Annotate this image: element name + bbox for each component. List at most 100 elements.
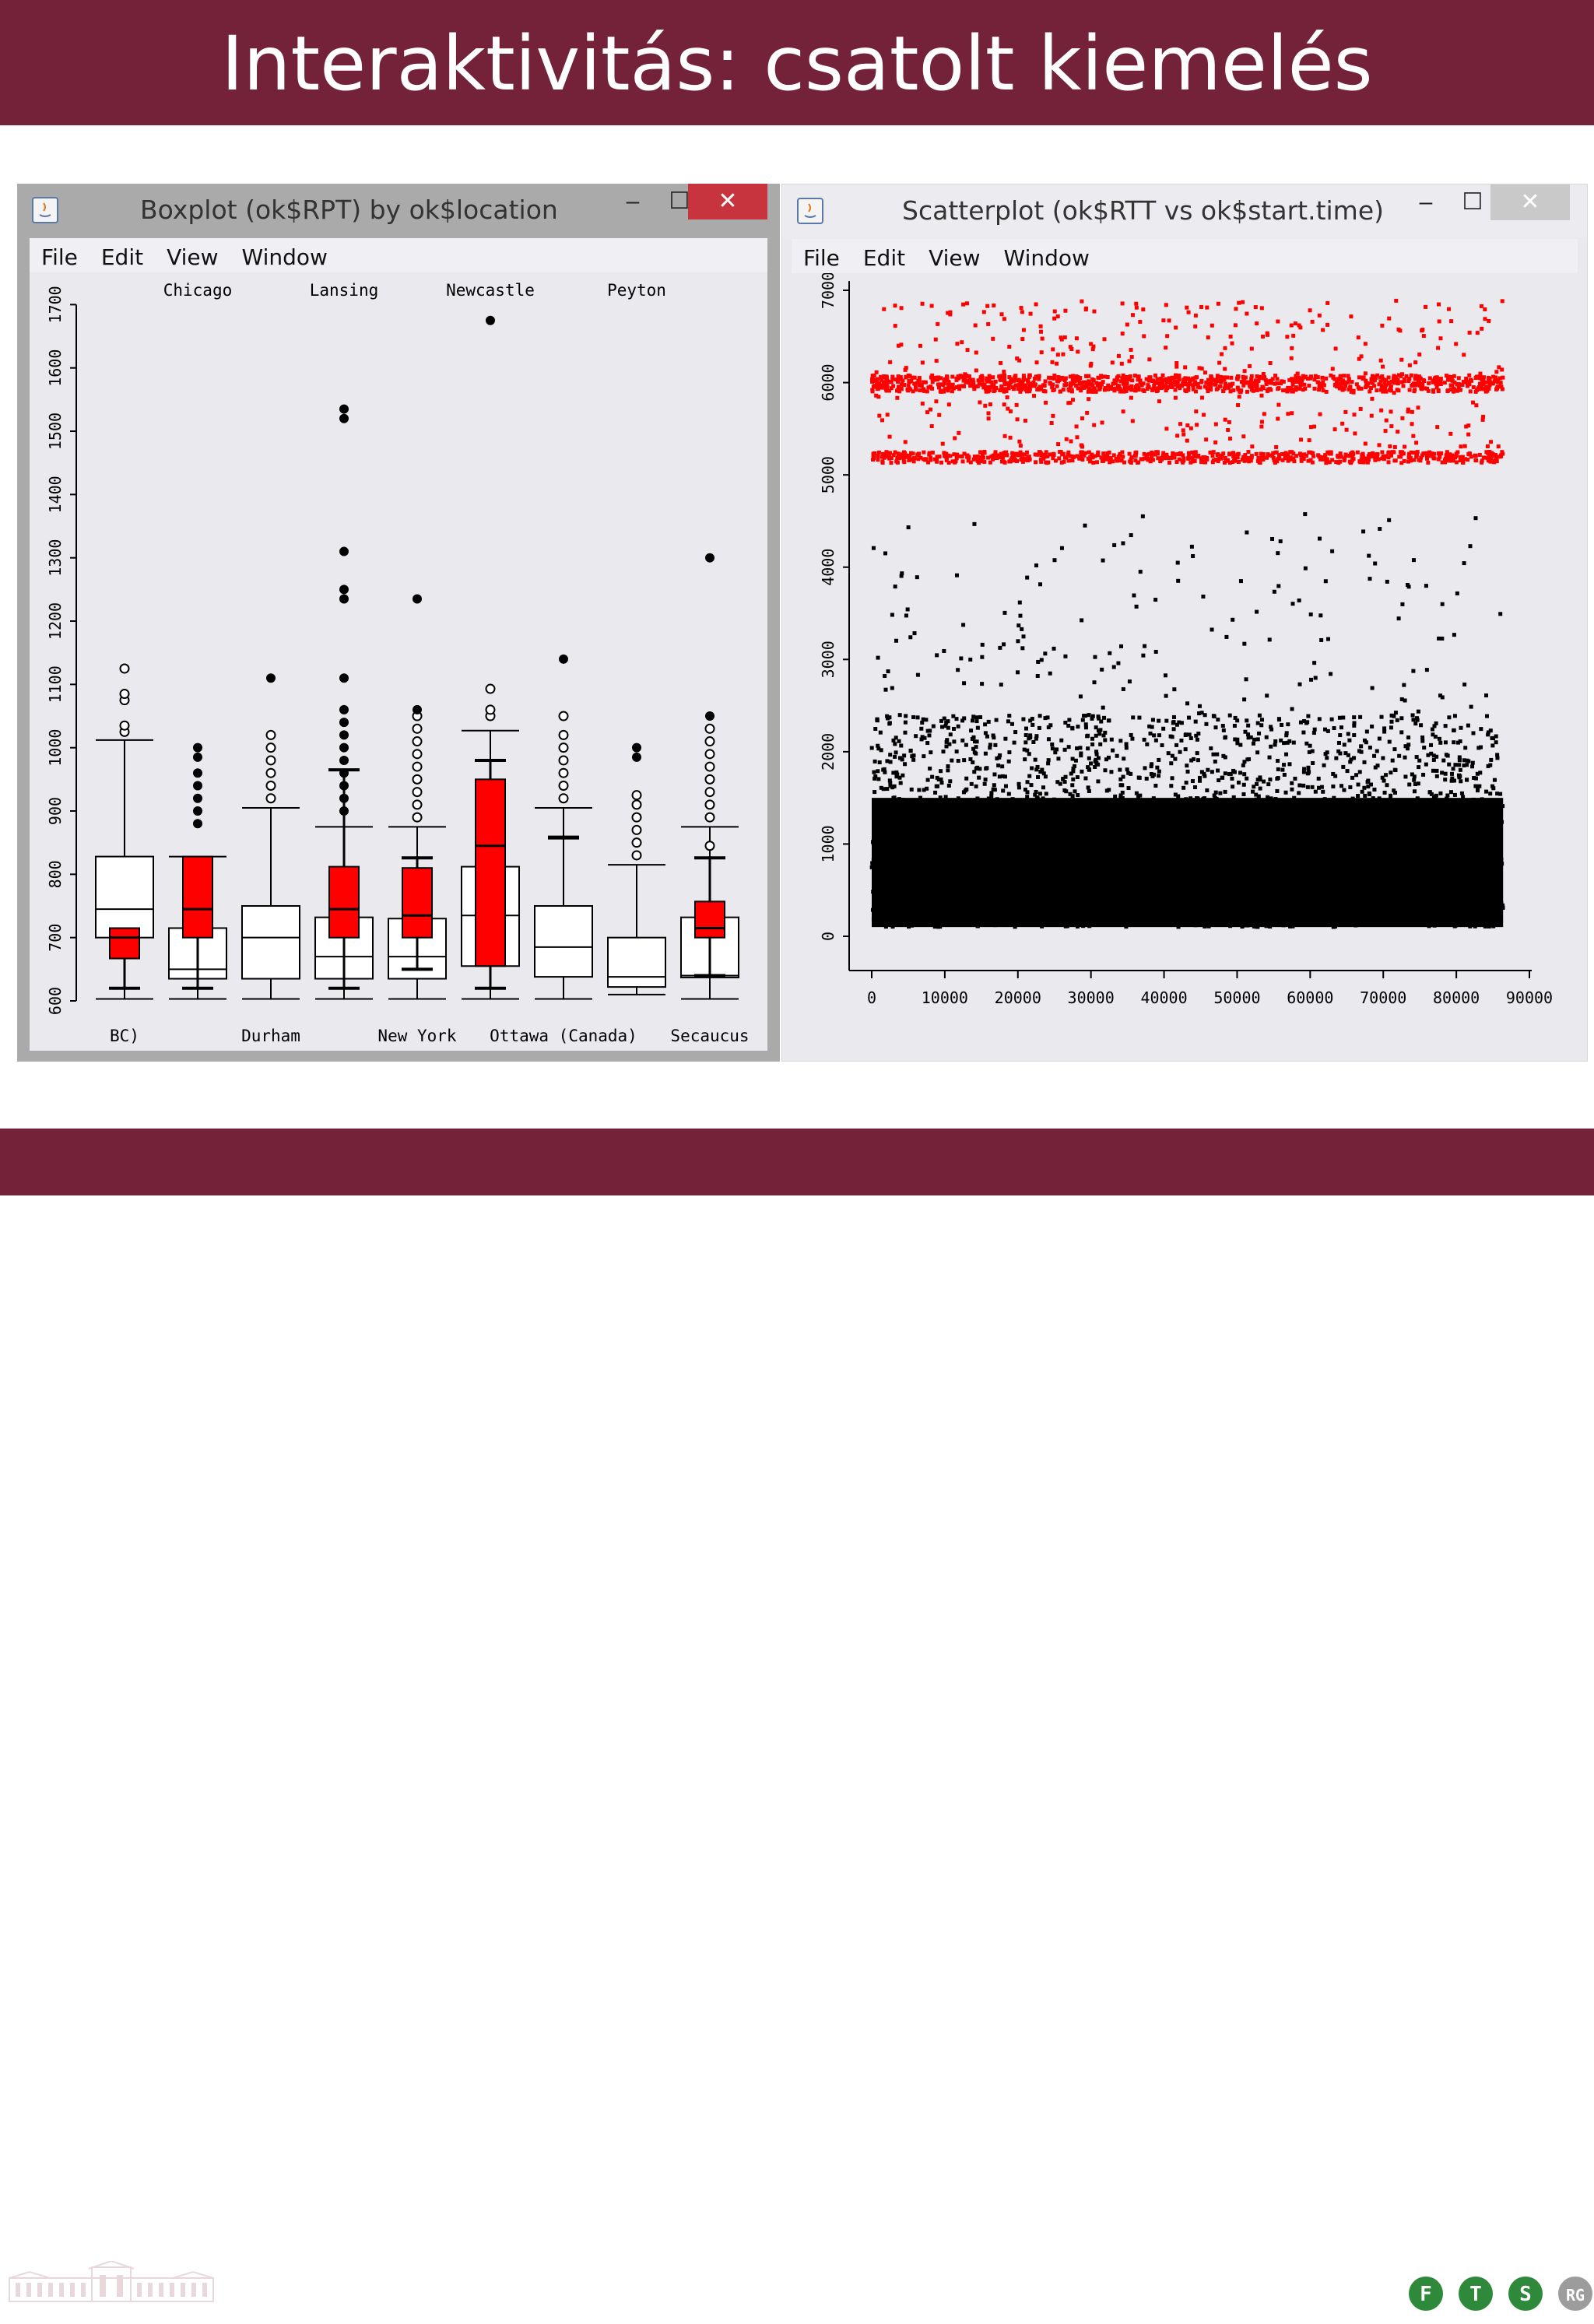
data-point: [1346, 821, 1350, 825]
data-point: [1171, 776, 1174, 780]
menu-file[interactable]: File: [30, 238, 90, 270]
data-point: [1114, 457, 1118, 461]
menu-file[interactable]: File: [792, 239, 851, 271]
data-point: [894, 451, 897, 455]
data-point: [985, 735, 989, 739]
data-point: [1499, 453, 1503, 457]
data-point: [1394, 913, 1398, 917]
group-label-bottom: Durham: [241, 1027, 300, 1045]
data-point: [1080, 879, 1083, 883]
data-point: [1251, 879, 1255, 883]
data-point: [1358, 770, 1362, 774]
data-point: [1184, 844, 1188, 848]
boxplot-chart[interactable]: 6007008009001000110012001300140015001600…: [30, 272, 767, 1051]
menu-view[interactable]: View: [155, 238, 230, 270]
data-point: [1389, 867, 1393, 871]
data-point: [1150, 774, 1154, 778]
data-point: [1073, 872, 1077, 876]
data-point: [1196, 738, 1199, 742]
data-point: [1483, 818, 1487, 822]
outlier-point-highlighted: [413, 595, 422, 604]
menu-view[interactable]: View: [917, 239, 992, 271]
menu-edit[interactable]: Edit: [851, 239, 917, 271]
data-point: [1046, 844, 1050, 848]
data-point: [1221, 754, 1225, 758]
data-point: [1203, 796, 1206, 800]
data-point: [1396, 844, 1400, 848]
data-point: [1357, 883, 1361, 887]
data-point: [1146, 855, 1150, 858]
data-point: [1291, 861, 1295, 865]
data-point: [947, 784, 951, 788]
data-point: [1132, 837, 1136, 841]
menu-window[interactable]: Window: [992, 239, 1101, 271]
data-point: [960, 855, 964, 858]
data-point: [1118, 808, 1122, 812]
data-point: [901, 904, 904, 908]
data-point: [1461, 824, 1465, 828]
data-point: [1205, 816, 1209, 820]
data-point: [924, 885, 928, 889]
data-point: [1148, 458, 1152, 462]
data-point: [902, 459, 906, 463]
data-point: [1013, 920, 1017, 924]
data-point: [975, 827, 979, 830]
data-point: [1029, 833, 1033, 837]
data-point: [1055, 826, 1059, 830]
data-point: [992, 801, 996, 805]
data-point: [1182, 875, 1186, 879]
data-point: [989, 791, 993, 795]
data-point: [985, 867, 989, 871]
data-point: [1123, 809, 1127, 813]
data-point: [1500, 820, 1504, 824]
data-point: [1197, 819, 1201, 823]
data-point: [1287, 762, 1291, 766]
data-point: [1447, 715, 1451, 719]
data-point: [1129, 733, 1133, 737]
scatter-titlebar[interactable]: Scatterplot (ok$RTT vs ok$start.time) – …: [782, 184, 1587, 237]
close-button[interactable]: ✕: [1490, 184, 1570, 220]
data-point: [970, 820, 974, 823]
data-point: [1174, 388, 1178, 391]
data-point: [1455, 851, 1459, 855]
data-point: [1048, 799, 1052, 803]
data-point: [1470, 764, 1474, 768]
menu-edit[interactable]: Edit: [90, 238, 155, 270]
data-point: [966, 910, 970, 914]
data-point: [1459, 779, 1462, 783]
data-point: [1172, 687, 1176, 691]
outlier-point: [267, 769, 276, 778]
data-point: [1023, 810, 1027, 814]
data-point: [984, 841, 988, 845]
data-point: [1443, 844, 1447, 848]
group-label-top: Newcastle: [446, 281, 535, 300]
data-point: [1002, 903, 1006, 907]
data-point: [1034, 737, 1038, 741]
close-button[interactable]: ✕: [688, 184, 767, 219]
data-point: [946, 834, 950, 838]
data-point: [1486, 904, 1490, 908]
data-point: [1150, 855, 1153, 859]
data-point: [1438, 792, 1442, 795]
data-point: [1440, 849, 1444, 853]
data-point: [1385, 914, 1389, 918]
data-point: [1300, 457, 1304, 461]
data-point: [1413, 869, 1417, 873]
data-point: [1454, 893, 1458, 897]
data-point: [1066, 809, 1069, 813]
data-point: [1063, 894, 1067, 898]
data-point: [969, 811, 973, 815]
data-point: [1309, 883, 1313, 886]
data-point: [1383, 825, 1387, 829]
data-point: [1374, 458, 1378, 462]
data-point: [1083, 900, 1087, 904]
data-point: [1098, 728, 1102, 732]
data-point: [1482, 455, 1486, 459]
menu-window[interactable]: Window: [230, 238, 339, 270]
data-point: [1027, 752, 1031, 756]
data-point: [960, 885, 964, 889]
boxplot-titlebar[interactable]: Boxplot (ok$RPT) by ok$location – ☐ ✕: [17, 184, 780, 237]
